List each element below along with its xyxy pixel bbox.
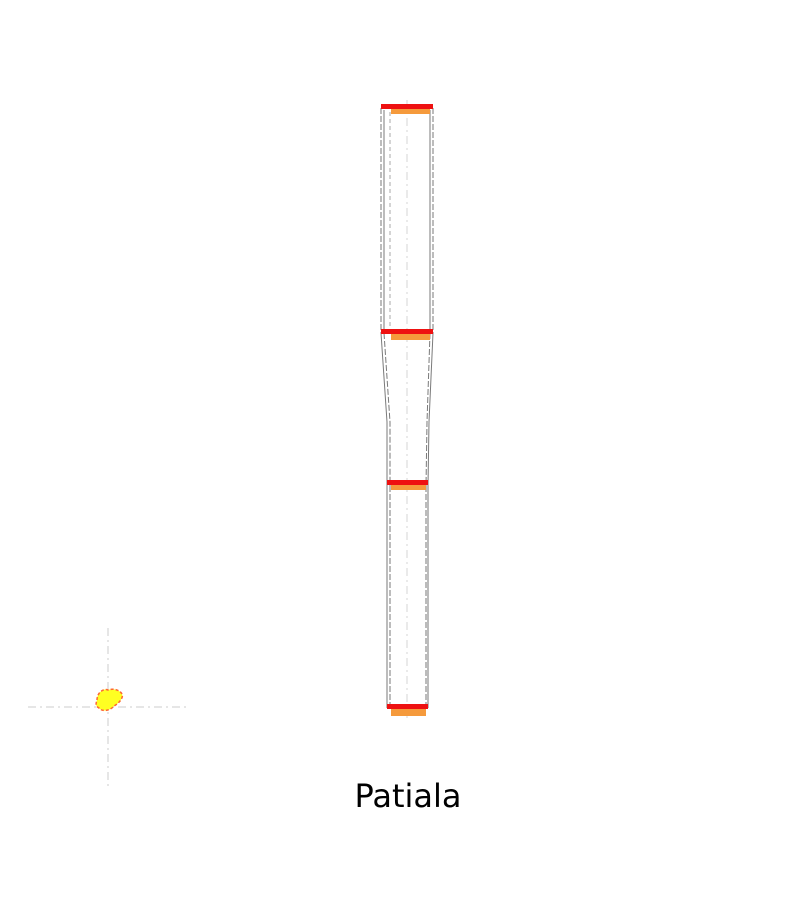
level-bar-red <box>381 104 433 109</box>
tower-taper-left-inner <box>383 332 391 486</box>
tower-taper-right-inner <box>425 332 431 487</box>
level-bar-orange <box>391 485 426 490</box>
tower-level-base <box>387 704 428 716</box>
location-marker <box>28 628 188 788</box>
level-bar-red <box>387 480 428 485</box>
tower-level-middle <box>387 480 428 490</box>
level-bar-orange <box>391 709 426 716</box>
tower-level-top <box>381 104 433 114</box>
yellow-blob-marker-icon <box>95 688 124 712</box>
tower-taper-right <box>427 332 434 487</box>
level-bar-red <box>387 704 428 709</box>
caption-label: Patiala <box>354 777 462 815</box>
tower-outline <box>380 108 434 708</box>
tower-taper-left <box>380 332 388 486</box>
level-bar-red <box>381 329 433 334</box>
level-bar-orange <box>391 334 430 340</box>
level-bar-orange <box>391 109 430 114</box>
tower-level-upper-joint <box>381 329 433 340</box>
